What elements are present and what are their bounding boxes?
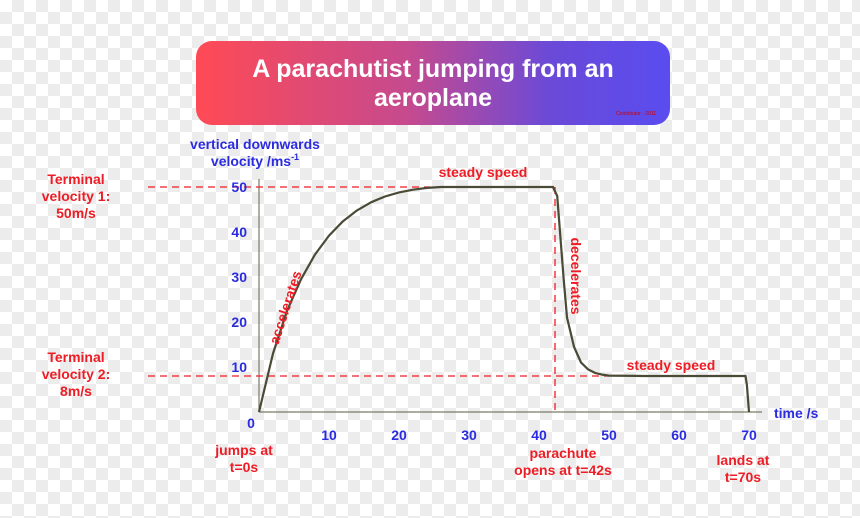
y-axis-label-line-1: vertical downwards: [190, 136, 320, 152]
steady-speed-label-2: steady speed: [627, 357, 716, 373]
terminal-velocity-1-label-line-2: velocity 1:: [42, 188, 110, 204]
y-axis-label-line-2: velocity /ms-1: [211, 152, 299, 169]
x-tick-label: 50: [601, 427, 617, 443]
x-tick-label: 70: [741, 427, 757, 443]
x-tick-label: 30: [461, 427, 477, 443]
y-tick-label: 10: [231, 359, 247, 375]
accelerates-label: accelerates: [266, 269, 305, 347]
terminal-velocity-1-label-line-1: Terminal: [47, 171, 104, 187]
title-banner: A parachutist jumping from an aeroplane …: [196, 41, 670, 125]
terminal-velocity-2-label-line-2: velocity 2:: [42, 366, 110, 382]
lands-label-line-1: lands at: [717, 452, 770, 468]
chart-title: A parachutist jumping from an aeroplane: [252, 55, 614, 112]
decelerates-label: decelerates: [568, 237, 584, 314]
x-tick-label: 60: [671, 427, 687, 443]
parachute-label-line-2: opens at t=42s: [514, 462, 612, 478]
y-tick-label: 20: [231, 314, 247, 330]
credit-text: Contributor - 2011: [616, 111, 656, 117]
y-tick-label: 50: [231, 179, 247, 195]
steady-speed-label-1: steady speed: [439, 164, 528, 180]
terminal-velocity-2-label-line-1: Terminal: [47, 349, 104, 365]
x-tick-label: 40: [531, 427, 547, 443]
parachute-label-line-1: parachute: [530, 445, 597, 461]
jumps-label-line-2: t=0s: [230, 459, 259, 475]
velocity-curve: [257, 185, 751, 413]
x-tick-label: 10: [321, 427, 337, 443]
terminal-velocity-2-label-line-3: 8m/s: [60, 383, 92, 399]
x-axis-label: time /s: [774, 405, 819, 421]
jumps-label-line-1: jumps at: [214, 442, 273, 458]
x-tick-label: 0: [247, 415, 255, 431]
x-tick-label: 20: [391, 427, 407, 443]
y-tick-label: 30: [231, 269, 247, 285]
y-tick-label: 40: [231, 224, 247, 240]
terminal-velocity-1-label-line-3: 50m/s: [56, 205, 96, 221]
lands-label-line-2: t=70s: [725, 469, 761, 485]
